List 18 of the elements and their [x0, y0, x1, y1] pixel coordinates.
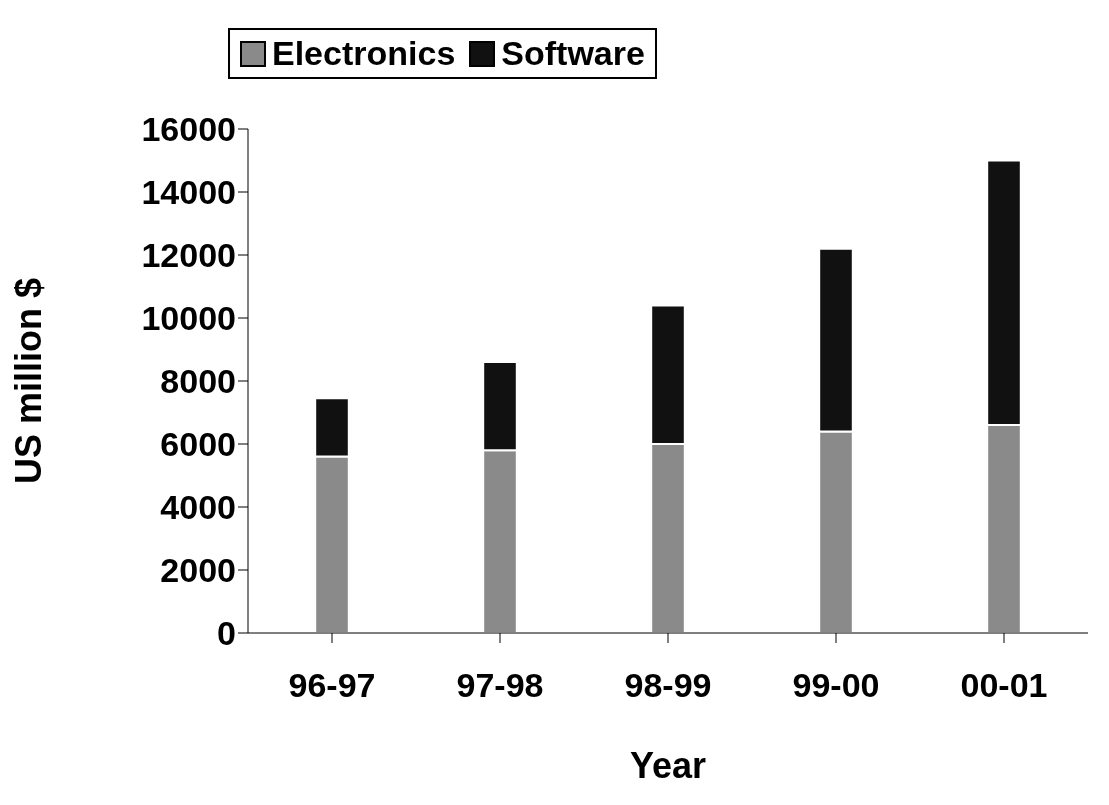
y-tick-label: 8000: [160, 362, 236, 401]
y-tick-label: 2000: [160, 551, 236, 590]
y-tick-label: 10000: [141, 299, 236, 338]
legend-label: Software: [500, 34, 645, 73]
x-tick-label: 96-97: [288, 666, 376, 705]
y-tick-label: 0: [217, 614, 236, 653]
x-tick-label: 98-99: [624, 666, 712, 705]
y-tick-label: 6000: [160, 425, 236, 464]
x-tick-label: 00-01: [960, 666, 1048, 705]
y-tick-label: 14000: [141, 173, 236, 212]
x-tick-label: 97-98: [456, 666, 544, 705]
y-axis-title: US million $: [7, 277, 49, 485]
y-tick-label: 16000: [141, 110, 236, 149]
y-tick-label: 12000: [141, 236, 236, 275]
legend-label: Electronics: [271, 34, 456, 73]
x-tick-label: 99-00: [792, 666, 880, 705]
x-axis-title: Year: [629, 745, 707, 786]
y-tick-label: 4000: [160, 488, 236, 527]
